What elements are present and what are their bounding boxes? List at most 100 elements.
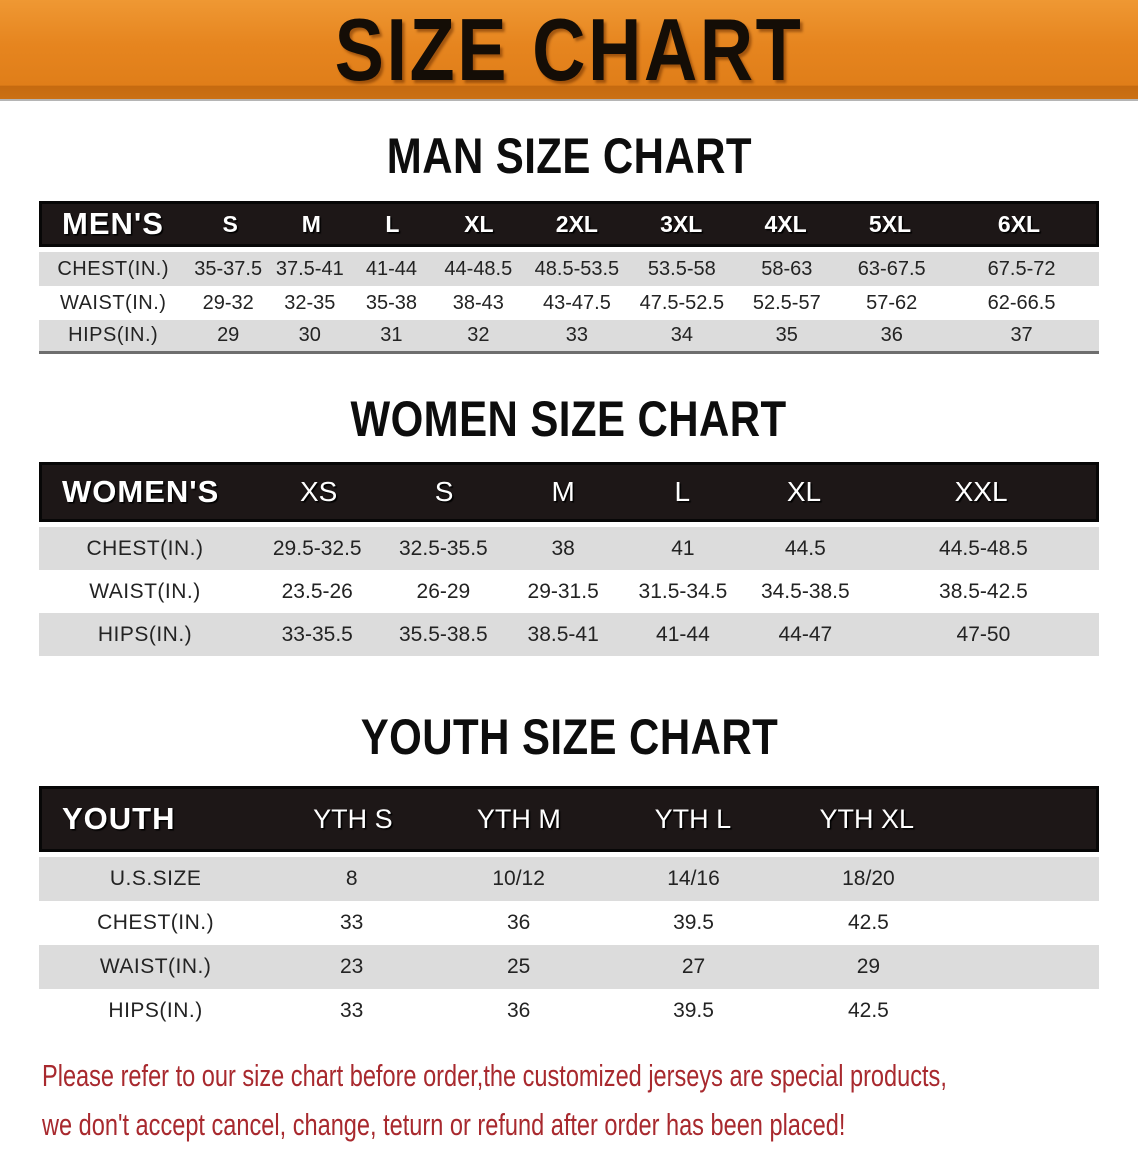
youth-chest-in-value-yth-s: 33: [340, 911, 364, 934]
youth-row-u-s-size: U.S.SIZE 8 10/12 14/16 18/20: [39, 857, 1099, 901]
women-chest-in-value-s: 32.5-35.5: [399, 536, 488, 560]
youth-hips-in-value-yth-l: 39.5: [673, 999, 714, 1022]
men-hips-in-value-5xl: 36: [880, 324, 903, 346]
youth-size-column-yth-xl: YTH XL: [819, 803, 914, 834]
women-heading-text: WOMEN SIZE CHART: [350, 391, 788, 447]
youth-u-s-size-value-yth-xl: 18/20: [842, 867, 895, 890]
youth-row-chest-in: CHEST(IN.) 33 36 39.5 42.5: [39, 901, 1099, 945]
youth-row-label-chest-in: CHEST(IN.): [97, 911, 215, 934]
men-size-column-xl: XL: [464, 210, 494, 237]
women-section-heading: WOMEN SIZE CHART: [0, 390, 1138, 448]
men-hips-in-value-xl: 32: [467, 324, 490, 346]
women-waist-in-value-xxl: 38.5-42.5: [939, 579, 1028, 603]
youth-row-label-waist-in: WAIST(IN.): [99, 955, 212, 978]
women-row-hips-in: HIPS(IN.) 33-35.5 35.5-38.5 38.5-41 41-44 44-…: [39, 613, 1099, 656]
youth-heading-text: YOUTH SIZE CHART: [360, 709, 778, 765]
women-waist-in-value-xl: 34.5-38.5: [760, 579, 850, 603]
men-chest-in-value-xl: 44-48.5: [444, 257, 513, 280]
youth-chest-in-value-yth-xl: 42.5: [847, 911, 889, 934]
men-waist-in-value-l: 35-38: [365, 291, 417, 314]
youth-row-hips-in: HIPS(IN.) 33 36 39.5 42.5: [39, 989, 1099, 1033]
youth-size-table: YOUTH YTH S YTH M YTH L YTH XL U.S.SIZE 8 10/12…: [39, 786, 1099, 1033]
men-row-hips-in: HIPS(IN.) 29 30 31 32 33 34 35 36 37: [39, 320, 1099, 354]
youth-size-column-yth-l: YTH L: [654, 803, 732, 834]
youth-table-header-bar: YOUTH YTH S YTH M YTH L YTH XL: [39, 786, 1099, 852]
youth-size-column-yth-s: YTH S: [313, 803, 393, 834]
women-size-column-l: L: [674, 476, 691, 507]
men-hips-in-value-2xl: 33: [565, 324, 589, 346]
men-table-header-label: MEN'S: [62, 206, 164, 241]
men-chest-in-value-s: 35-37.5: [194, 257, 263, 280]
men-hips-in-value-3xl: 34: [670, 324, 693, 346]
women-chest-in-value-xl: 44.5: [784, 536, 826, 560]
women-table-header-bar: WOMEN'S XS S M L XL XXL: [39, 462, 1099, 522]
youth-chest-in-value-yth-m: 36: [506, 911, 531, 934]
men-row-chest-in: CHEST(IN.) 35-37.5 37.5-41 41-44 44-48.5 48.5…: [39, 252, 1099, 286]
women-row-label-hips-in: HIPS(IN.): [97, 622, 193, 646]
women-chest-in-value-xs: 29.5-32.5: [272, 536, 362, 560]
men-size-column-s: S: [222, 210, 238, 237]
men-chest-in-value-6xl: 67.5-72: [987, 257, 1056, 280]
youth-chest-in-value-yth-l: 39.5: [673, 911, 714, 934]
women-size-table: WOMEN'S XS S M L XL XXL CHEST(IN.) 29.5-32.5 32.5…: [39, 462, 1099, 656]
youth-waist-in-value-yth-s: 23: [340, 955, 364, 978]
youth-row-label-hips-in: HIPS(IN.): [108, 999, 203, 1022]
men-waist-in-value-4xl: 52.5-57: [752, 291, 821, 314]
women-size-column-xs: XS: [299, 476, 338, 507]
youth-hips-in-value-yth-xl: 42.5: [847, 999, 889, 1022]
man-section-heading: MAN SIZE CHART: [0, 127, 1138, 185]
youth-section-heading: YOUTH SIZE CHART: [0, 708, 1138, 766]
women-waist-in-value-xs: 23.5-26: [281, 579, 353, 603]
men-row-label-hips-in: HIPS(IN.): [68, 324, 159, 346]
men-chest-in-value-5xl: 63-67.5: [857, 257, 926, 280]
men-size-column-l: L: [385, 210, 400, 237]
youth-size-column-yth-m: YTH M: [476, 803, 561, 834]
men-chest-in-value-4xl: 58-63: [761, 257, 813, 280]
women-size-column-m: M: [551, 476, 575, 507]
men-hips-in-value-4xl: 35: [775, 324, 798, 346]
youth-hips-in-value-yth-m: 36: [506, 999, 531, 1022]
men-waist-in-value-xl: 38-43: [452, 291, 504, 314]
women-hips-in-value-m: 38.5-41: [527, 622, 599, 646]
men-size-column-2xl: 2XL: [555, 210, 598, 237]
men-size-column-4xl: 4XL: [764, 210, 807, 237]
women-size-column-xxl: XXL: [954, 476, 1008, 507]
youth-waist-in-value-yth-m: 25: [506, 955, 531, 978]
men-size-column-6xl: 6XL: [997, 210, 1041, 237]
men-hips-in-value-m: 30: [298, 324, 321, 346]
men-row-label-chest-in: CHEST(IN.): [57, 257, 170, 280]
men-chest-in-value-2xl: 48.5-53.5: [534, 257, 620, 280]
youth-u-s-size-value-yth-m: 10/12: [492, 867, 545, 890]
disclaimer-line-1: Please refer to our size chart before or…: [42, 1058, 947, 1093]
men-waist-in-value-3xl: 47.5-52.5: [639, 291, 725, 314]
women-hips-in-value-l: 41-44: [656, 622, 710, 646]
women-size-column-s: S: [434, 476, 454, 507]
youth-row-label-u-s-size: U.S.SIZE: [109, 867, 202, 890]
banner-title: SIZE CHART: [334, 0, 804, 99]
women-waist-in-value-m: 29-31.5: [527, 579, 599, 603]
youth-waist-in-value-yth-l: 27: [681, 955, 706, 978]
men-waist-in-value-6xl: 62-66.5: [987, 291, 1056, 314]
women-size-column-xl: XL: [786, 476, 822, 507]
disclaimer-line-2: we don't accept cancel, change, teturn o…: [42, 1107, 846, 1142]
men-size-column-m: M: [301, 210, 321, 237]
men-waist-in-value-2xl: 43-47.5: [542, 291, 611, 314]
women-row-label-chest-in: CHEST(IN.): [86, 536, 204, 560]
men-waist-in-value-5xl: 57-62: [866, 291, 918, 314]
women-row-waist-in: WAIST(IN.) 23.5-26 26-29 29-31.5 31.5-34.5 34…: [39, 570, 1099, 613]
youth-row-waist-in: WAIST(IN.) 23 25 27 29: [39, 945, 1099, 989]
women-waist-in-value-s: 26-29: [416, 579, 471, 603]
women-chest-in-value-m: 38: [551, 536, 575, 560]
women-hips-in-value-xs: 33-35.5: [281, 622, 353, 646]
men-size-column-3xl: 3XL: [660, 210, 703, 237]
women-row-label-waist-in: WAIST(IN.): [89, 579, 201, 603]
men-row-label-waist-in: WAIST(IN.): [59, 291, 167, 314]
women-chest-in-value-xxl: 44.5-48.5: [939, 536, 1028, 560]
women-hips-in-value-xxl: 47-50: [956, 622, 1011, 646]
youth-hips-in-value-yth-s: 33: [340, 999, 364, 1022]
women-hips-in-value-s: 35.5-38.5: [399, 622, 488, 646]
women-table-header-label: WOMEN'S: [62, 474, 220, 509]
men-waist-in-value-s: 29-32: [202, 291, 254, 314]
men-hips-in-value-s: 29: [217, 324, 240, 346]
disclaimer: Please refer to our size chart before or…: [42, 1051, 1138, 1149]
